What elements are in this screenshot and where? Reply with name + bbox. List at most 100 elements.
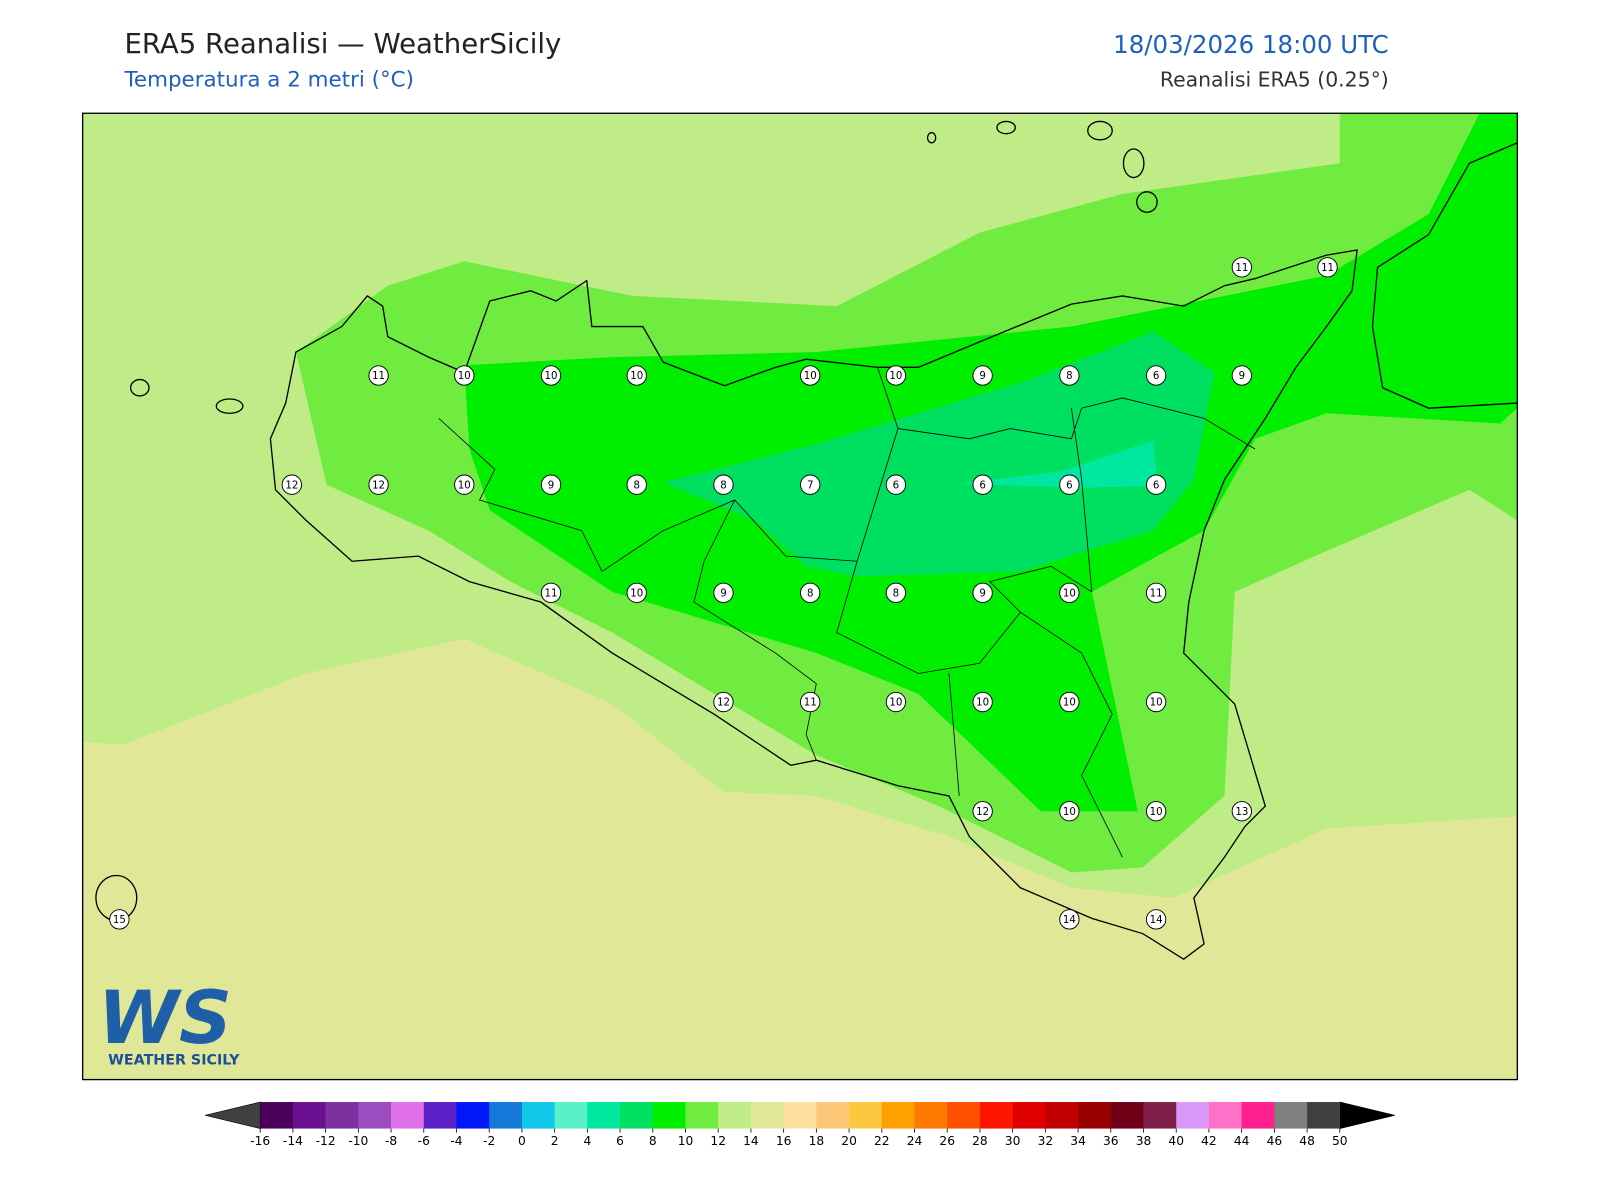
station-marker — [972, 582, 993, 604]
station-marker — [626, 365, 647, 386]
station-marker — [1059, 909, 1080, 930]
station-marker — [972, 801, 993, 822]
colorbar-bin — [1078, 1102, 1112, 1129]
colorbar-bin — [1208, 1102, 1242, 1129]
colorbar-bin — [1274, 1102, 1308, 1129]
source: Reanalisi ERA5 (0.25°) — [1160, 68, 1389, 92]
colorbar-tick-label: 22 — [874, 1134, 890, 1148]
temp-band — [82, 638, 1518, 1080]
station-value: 8 — [893, 588, 899, 599]
colorbar-bin — [489, 1102, 523, 1129]
station-value: 9 — [979, 371, 985, 382]
datetime: 18/03/2026 18:00 UTC — [1113, 30, 1389, 59]
colorbar-tick-label: -16 — [250, 1134, 270, 1148]
station-marker — [1231, 801, 1252, 822]
colorbar-tick-label: 0 — [518, 1134, 526, 1148]
colorbar-tick-label: -14 — [283, 1134, 303, 1148]
colorbar-tick-label: 12 — [710, 1134, 726, 1148]
coastline — [1371, 142, 1518, 409]
station-value: 15 — [113, 915, 126, 926]
map-frame — [81, 112, 1519, 1081]
station-value: 11 — [1235, 263, 1248, 274]
station-value: 11 — [804, 698, 817, 709]
station-value: 10 — [1063, 807, 1076, 818]
subtitle: Temperatura a 2 metri (°C) — [123, 68, 413, 93]
station-value: 7 — [807, 480, 813, 491]
station-value: 10 — [545, 371, 558, 382]
colorbar-tick-label: -2 — [483, 1134, 495, 1148]
station-marker — [800, 365, 821, 386]
station-marker — [1145, 801, 1167, 822]
colorbar-tick-label: 42 — [1201, 1134, 1217, 1148]
station-value: 10 — [1063, 588, 1076, 599]
station-value: 10 — [804, 371, 817, 382]
temp-band — [959, 440, 1159, 488]
station-marker — [368, 365, 389, 386]
colorbar-bin — [292, 1102, 326, 1129]
colorbar-tick-label: -10 — [348, 1134, 368, 1148]
station-marker — [972, 365, 993, 386]
station-value: 6 — [1066, 480, 1072, 491]
station-marker — [454, 365, 475, 386]
station-marker — [1145, 474, 1167, 495]
station-marker — [281, 474, 302, 495]
logo: WS WEATHER SICILY — [98, 976, 240, 1068]
map: WS WEATHER SICILY 11 11 11 10 10 10 10 10 9 8 6 9 12… — [82, 113, 1518, 1080]
station-value: 6 — [979, 480, 985, 491]
station-marker — [1145, 365, 1167, 386]
colorbar-tick-label: 26 — [939, 1134, 955, 1148]
colorbar-tick-label: 18 — [809, 1134, 825, 1148]
colorbar-bin — [325, 1102, 359, 1129]
station-value: 9 — [1239, 371, 1245, 382]
station-marker — [972, 691, 993, 713]
title: ERA5 Reanalisi — WeatherSicily — [124, 28, 561, 60]
station-value: 11 — [545, 588, 558, 599]
colorbar-bin — [1045, 1102, 1079, 1129]
station-value: 8 — [807, 588, 813, 599]
station-value: 13 — [1235, 807, 1248, 818]
colorbar-tick-label: 16 — [776, 1134, 792, 1148]
station-marker — [800, 474, 821, 495]
colorbar-bin — [1241, 1102, 1275, 1129]
colorbar-tick-label: -4 — [450, 1134, 462, 1148]
colorbar-bin — [423, 1102, 457, 1129]
colorbar-tick-label: 30 — [1005, 1134, 1021, 1148]
station-marker — [540, 365, 562, 386]
station-value: 9 — [720, 588, 726, 599]
station-value: 12 — [976, 807, 989, 818]
colorbar-bin — [554, 1102, 588, 1129]
station-value: 12 — [285, 480, 298, 491]
colorbar-bin — [1012, 1102, 1046, 1129]
colorbar-bin — [1143, 1102, 1177, 1129]
island — [926, 131, 937, 144]
station-value: 8 — [633, 480, 639, 491]
station-value: 10 — [889, 698, 902, 709]
colorbar-tick-label: -8 — [385, 1134, 397, 1148]
colorbar-bin — [783, 1102, 817, 1129]
logo-text: WEATHER SICILY — [108, 1052, 240, 1068]
station-value: 10 — [1063, 698, 1076, 709]
station-value: 10 — [630, 588, 643, 599]
colorbar-tick-label: 24 — [907, 1134, 923, 1148]
logo-mark: WS — [98, 976, 232, 1061]
colorbar-under — [205, 1101, 261, 1129]
station-value: 11 — [372, 371, 385, 382]
colorbar-tick-label: 40 — [1168, 1134, 1184, 1148]
station-marker — [1059, 365, 1080, 386]
coastline — [269, 249, 1358, 960]
station-value: 11 — [1321, 263, 1334, 274]
station-marker — [454, 474, 475, 495]
colorbar-bin — [587, 1102, 621, 1129]
island — [1136, 191, 1158, 213]
station-marker — [1145, 582, 1167, 604]
island — [996, 120, 1016, 135]
station-value: 12 — [717, 698, 730, 709]
colorbar-bin — [979, 1102, 1013, 1129]
station-value: 6 — [1153, 371, 1159, 382]
station-marker — [885, 582, 907, 604]
colorbar-bin — [914, 1102, 948, 1129]
colorbar-tick-label: 50 — [1332, 1134, 1348, 1148]
island — [1087, 120, 1113, 141]
